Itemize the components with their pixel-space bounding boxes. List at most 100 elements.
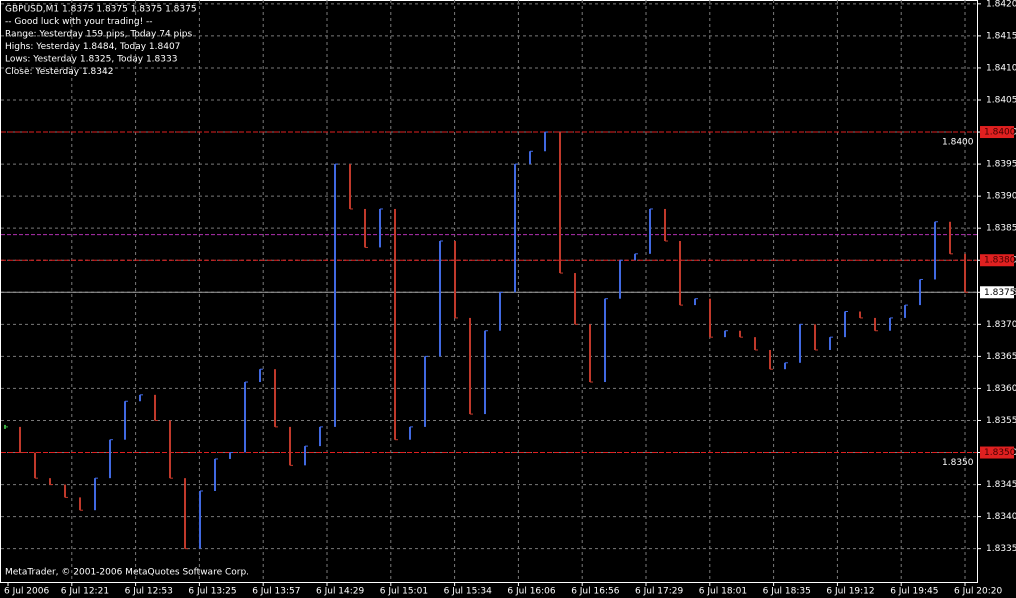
level-label: 1.8350 (984, 448, 1016, 458)
footer: MetaTrader, © 2001-2006 MetaQuotes Softw… (5, 568, 249, 578)
x-tick-label: 6 Jul 18:01 (699, 587, 747, 597)
price-bar (274, 369, 276, 427)
y-tick-label: 1.8385 (986, 224, 1016, 234)
price-bar (889, 317, 891, 331)
price-bar (154, 394, 156, 421)
price-bar (184, 478, 186, 549)
y-tick-label: 1.8410 (986, 63, 1016, 73)
price-bar (574, 273, 576, 325)
price-bar (514, 164, 516, 293)
plot-frame (0, 0, 978, 583)
price-bar (904, 305, 906, 318)
info-line: Lows: Yesterday 1.8325, Today 1.8333 (5, 55, 177, 65)
price-bar (454, 241, 456, 318)
price-bar (34, 452, 36, 479)
level-inline-label: 1.8400 (942, 138, 974, 148)
price-bar (664, 208, 666, 242)
price-bar (229, 452, 231, 459)
y-tick-label: 1.8335 (986, 544, 1016, 554)
price-bar (484, 330, 486, 415)
price-bar (754, 337, 756, 350)
price-bar (49, 478, 51, 485)
y-tick-label: 1.8415 (986, 31, 1016, 41)
price-bar (619, 260, 621, 299)
price-bar (559, 132, 561, 274)
y-tick-label: 1.8390 (986, 192, 1016, 202)
price-bar (469, 317, 471, 415)
y-tick-label: 1.8355 (986, 416, 1016, 426)
price-bar (679, 241, 681, 306)
y-tick-label: 1.8370 (986, 320, 1016, 330)
price-bar (319, 426, 321, 447)
price-bar (289, 426, 291, 466)
price-bar (124, 401, 126, 440)
x-tick-label: 6 Jul 17:29 (635, 587, 684, 597)
price-bar (349, 164, 351, 209)
x-tick-label: 6 Jul 16:06 (507, 587, 556, 597)
price-bar (109, 439, 111, 479)
x-tick-label: 6 Jul 19:45 (890, 587, 938, 597)
y-tick-label: 1.8405 (986, 95, 1016, 105)
level-box (980, 446, 1014, 459)
price-bar (859, 311, 861, 318)
x-tick-label: 6 Jul 18:35 (763, 587, 811, 597)
price-bar (844, 311, 846, 338)
price-bar (769, 349, 771, 370)
price-bar (244, 382, 246, 453)
x-tick-label: 6 Jul 15:34 (444, 587, 493, 597)
price-bar (724, 330, 726, 338)
y-tick-label: 1.8420 (986, 0, 1016, 9)
y-tick-label: 1.8345 (986, 480, 1016, 490)
price-bar (199, 490, 201, 549)
price-bar (814, 324, 816, 350)
price-bar (409, 426, 411, 440)
x-tick-label: 6 Jul 15:01 (380, 587, 428, 597)
price-bar (304, 446, 306, 466)
price-bar (334, 164, 336, 427)
level-box (980, 254, 1014, 267)
price-bar (949, 221, 951, 254)
info-line: -- Good luck with your trading! -- (5, 17, 153, 27)
x-tick-label: 6 Jul 19:12 (826, 587, 874, 597)
price-bar (64, 484, 66, 498)
price-bar (634, 253, 636, 261)
x-tick-label: 6 Jul 14:29 (316, 587, 365, 597)
level-inline-label: 1.8350 (942, 458, 974, 468)
price-bar (799, 324, 801, 363)
price-bar (259, 369, 261, 383)
info-line: Highs: Yesterday 1.8484, Today 1.8407 (5, 42, 180, 52)
current-price-label: 1.8375 (984, 288, 1016, 298)
price-bar (694, 298, 696, 306)
price-bar (499, 292, 501, 331)
level-label: 1.8400 (984, 128, 1016, 138)
level-box (980, 126, 1014, 139)
price-bar (829, 337, 831, 350)
price-bar (139, 394, 141, 402)
price-bar (589, 324, 591, 383)
x-tick-label: 6 Jul 20:20 (954, 587, 1003, 597)
price-bar (919, 279, 921, 306)
price-bar (544, 132, 546, 152)
x-tick-label: 6 Jul 13:25 (188, 587, 236, 597)
y-tick-label: 1.8360 (986, 384, 1016, 394)
x-tick-label: 6 Jul 13:57 (252, 587, 300, 597)
price-bar (169, 420, 171, 479)
price-bar (739, 330, 741, 338)
x-tick-label: 6 Jul 2006 (4, 587, 49, 597)
info-line: Close: Yesterday 1.8342 (5, 67, 113, 77)
price-bar (424, 356, 426, 427)
level-label: 1.8380 (984, 256, 1016, 266)
price-bar (364, 208, 366, 248)
price-bar (19, 426, 21, 453)
y-tick-label: 1.8340 (986, 512, 1016, 522)
current-price-box (980, 286, 1014, 299)
price-bar (964, 253, 966, 293)
price-bar (874, 317, 876, 331)
price-bar (934, 221, 936, 280)
price-bar (604, 298, 606, 383)
price-bar (784, 362, 786, 370)
y-tick-label: 1.8365 (986, 352, 1016, 362)
price-bar (79, 497, 81, 511)
info-line: Range: Yesterday 159 pips, Today 74 pips (5, 30, 192, 40)
